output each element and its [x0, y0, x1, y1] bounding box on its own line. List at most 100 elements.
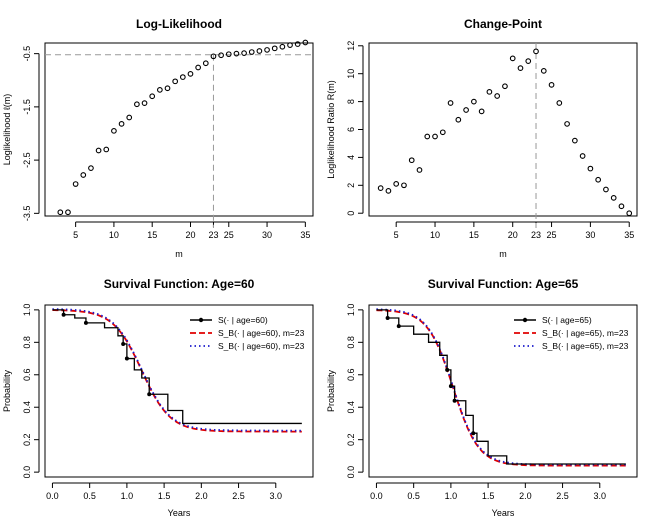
x-tick-label: 1.5 [158, 491, 171, 501]
data-point [149, 93, 156, 100]
data-point [471, 98, 477, 105]
x-tick-label: 1.0 [121, 491, 134, 501]
x-tick-label: 35 [300, 230, 310, 240]
y-axis-label: Loglikelihood ℓ(m) [2, 94, 12, 165]
data-point [248, 49, 255, 55]
data-point [195, 64, 201, 71]
km-point [396, 324, 401, 329]
x-tick-label: 3.0 [270, 491, 283, 501]
x-tick-label: 35 [624, 230, 634, 240]
x-tick-label: 0.0 [46, 491, 59, 501]
data-point [164, 85, 171, 92]
data-point [241, 50, 247, 56]
data-point [264, 47, 270, 53]
x-axis-label: Years [492, 508, 515, 518]
x-tick-label: 3.0 [594, 491, 607, 501]
x-axis: 0.0 0.5 1.0 1.5 2.0 2.5 3.0 [370, 482, 607, 501]
data-point [447, 100, 454, 106]
x-tick-label: 30 [585, 230, 595, 240]
legend-label: S_B(· | age=65), m=23 [542, 341, 629, 351]
data-point [626, 210, 633, 217]
x-tick-label: 23 [531, 230, 541, 240]
y-axis-label: Loglikelihood Ratio R(m) [326, 80, 336, 179]
data-point [610, 195, 617, 201]
data-point [103, 146, 110, 153]
x-tick-label: 5 [73, 230, 78, 240]
data-point [134, 101, 140, 108]
x-tick-label: 2.0 [519, 491, 532, 501]
y-tick-label: 0 [346, 211, 356, 216]
legend-label: S(· | age=60) [218, 315, 268, 325]
legend-label: S_B(· | age=65), m=23 [542, 328, 629, 338]
legend-label: S_B(· | age=60), m=23 [218, 341, 305, 351]
chart-title: Survival Function: Age=65 [428, 277, 579, 291]
km-point [83, 320, 88, 325]
data-point [509, 55, 516, 62]
data-point [157, 86, 163, 93]
x-axis-label: m [499, 249, 507, 259]
series-sb-red-dashed [376, 309, 626, 467]
km-points [61, 312, 152, 397]
changepoint-panel: Change-Point 5 10 15 20 23 25 30 35 m 0 2 4 6 8 10 12 Log… [326, 17, 638, 259]
y-tick-label: 0.4 [22, 401, 32, 414]
y-axis: 0 2 4 6 8 10 12 [346, 41, 364, 216]
surv60-panel: Survival Function: Age=60 0.0 0.5 1.0 1.5 2.0… [2, 277, 314, 518]
y-tick-label: 0.6 [346, 369, 356, 382]
x-tick-label: 5 [394, 230, 399, 240]
legend-marker [522, 317, 528, 323]
km-point [124, 356, 129, 361]
data-point [210, 53, 217, 60]
data-point [57, 209, 64, 216]
y-tick-label: 0.0 [346, 466, 356, 479]
data-point [126, 114, 133, 121]
data-point [393, 181, 400, 187]
x-tick-label: 0.0 [370, 491, 383, 501]
y-tick-label: 6 [346, 127, 356, 132]
chart-title: Change-Point [464, 17, 542, 31]
x-tick-label: 0.5 [83, 491, 96, 501]
legend-label: S_B(· | age=60), m=23 [218, 328, 305, 338]
data-point [540, 68, 547, 74]
data-point [172, 78, 179, 85]
chart-title: Survival Function: Age=60 [104, 277, 255, 291]
data-point [455, 116, 462, 123]
km-points [385, 315, 476, 436]
y-tick-label: 0.2 [22, 433, 32, 446]
data-points [377, 48, 633, 217]
plot-frame [368, 42, 638, 217]
y-axis: -3.5 -2.5 -1.5 -0.5 [22, 46, 40, 221]
chart-title: Log-Likelihood [136, 17, 222, 31]
x-tick-label: 10 [430, 230, 440, 240]
data-point [618, 203, 625, 210]
legend-label: S(· | age=65) [542, 315, 592, 325]
x-tick-label: 23 [208, 230, 218, 240]
y-tick-label: 2 [346, 183, 356, 188]
x-tick-label: 30 [262, 230, 272, 240]
y-tick-label: 1.0 [22, 304, 32, 317]
data-point [88, 165, 94, 171]
y-tick-label: 8 [346, 99, 356, 104]
x-tick-label: 25 [547, 230, 557, 240]
km-point [385, 315, 390, 320]
data-point [287, 42, 293, 48]
y-axis-label: Probability [326, 369, 336, 412]
data-point [141, 100, 148, 107]
km-point [448, 384, 453, 389]
data-point [256, 48, 263, 54]
data-point [225, 51, 232, 58]
data-point [271, 45, 278, 52]
x-axis: 5 10 15 20 23 25 30 35 [73, 221, 310, 240]
data-point [424, 133, 431, 140]
x-tick-label: 25 [224, 230, 234, 240]
data-point [294, 41, 301, 47]
y-tick-label: 10 [346, 69, 356, 79]
legend: S(· | age=60) S_B(· | age=60), m=23 S_B(· … [190, 315, 305, 351]
x-axis-label: m [175, 249, 183, 259]
data-point [548, 82, 555, 88]
data-point [533, 48, 539, 55]
data-point [118, 121, 125, 127]
y-tick-label: 0.0 [22, 466, 32, 479]
data-point [556, 100, 563, 106]
y-tick-label: 4 [346, 155, 356, 160]
